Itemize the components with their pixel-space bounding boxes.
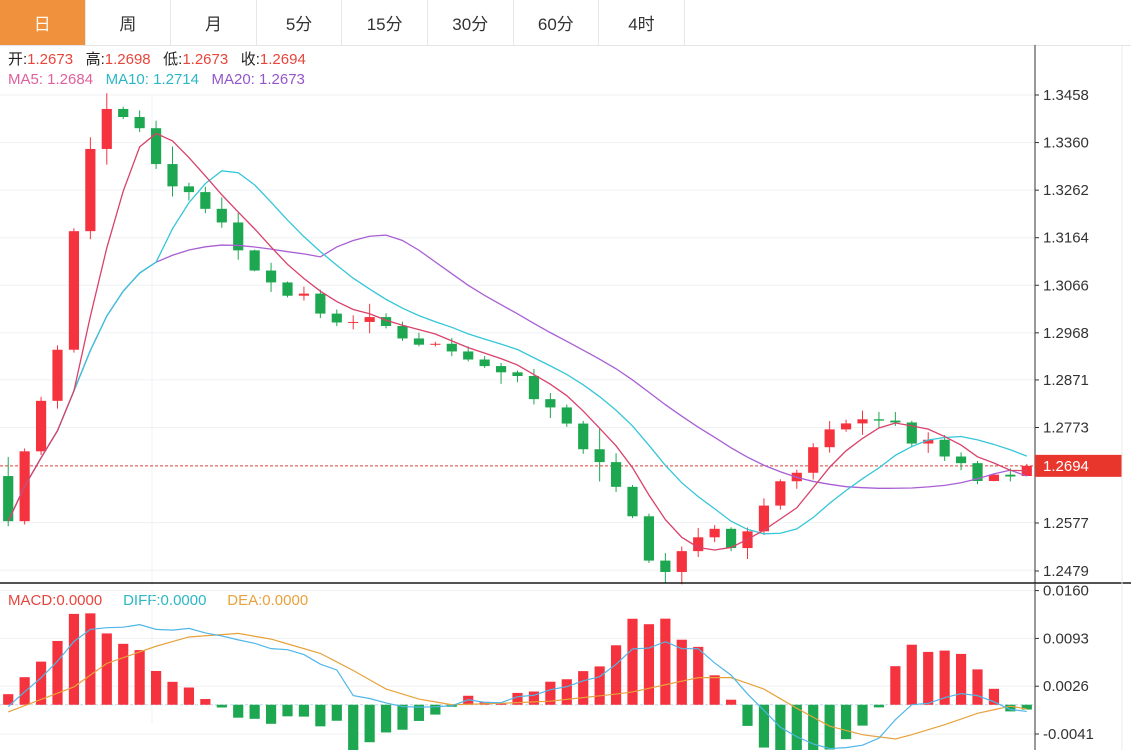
svg-text:1.2871: 1.2871 — [1043, 372, 1089, 389]
svg-text:1.2479: 1.2479 — [1043, 563, 1089, 580]
svg-text:1.2577: 1.2577 — [1043, 515, 1089, 532]
svg-text:1.2694: 1.2694 — [1043, 458, 1089, 475]
svg-text:1.2968: 1.2968 — [1043, 325, 1089, 342]
svg-text:0.0093: 0.0093 — [1043, 630, 1089, 647]
svg-text:1.3262: 1.3262 — [1043, 182, 1089, 199]
svg-text:1.3458: 1.3458 — [1043, 87, 1089, 104]
svg-text:1.3066: 1.3066 — [1043, 277, 1089, 294]
svg-text:0.0026: 0.0026 — [1043, 678, 1089, 695]
svg-text:1.3164: 1.3164 — [1043, 230, 1089, 247]
svg-text:-0.0041: -0.0041 — [1043, 726, 1094, 743]
svg-text:0.0160: 0.0160 — [1043, 583, 1089, 600]
svg-text:1.2773: 1.2773 — [1043, 420, 1089, 437]
svg-text:1.3360: 1.3360 — [1043, 135, 1089, 152]
